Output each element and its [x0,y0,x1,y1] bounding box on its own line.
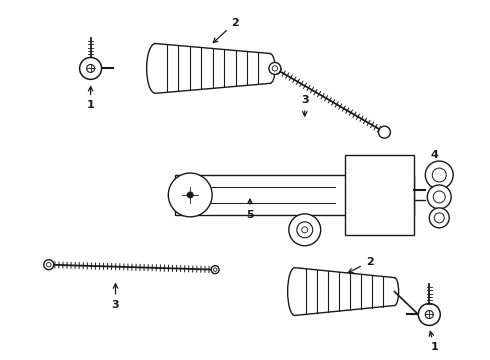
Circle shape [272,66,277,71]
Text: 1: 1 [87,86,95,110]
Text: 3: 3 [112,284,119,310]
Circle shape [175,180,205,210]
Circle shape [168,173,212,217]
Circle shape [433,191,445,203]
Circle shape [378,126,391,138]
Circle shape [425,161,453,189]
Text: 3: 3 [301,95,309,116]
Circle shape [187,192,193,198]
Text: 2: 2 [213,18,239,43]
Circle shape [425,310,433,319]
Circle shape [429,208,449,228]
Circle shape [47,262,51,267]
Circle shape [432,168,446,182]
Text: 4: 4 [429,150,438,171]
Circle shape [297,222,313,238]
Circle shape [382,130,387,134]
Circle shape [44,260,54,270]
Circle shape [289,214,321,246]
Circle shape [213,268,217,271]
Circle shape [434,213,444,223]
Bar [344,155,415,235]
Text: 2: 2 [348,257,373,273]
Circle shape [80,58,101,80]
Text: 5: 5 [246,199,254,220]
Circle shape [269,62,281,75]
Circle shape [87,64,95,72]
Circle shape [427,185,451,209]
Circle shape [211,266,219,274]
Circle shape [418,303,440,325]
Bar [175,175,415,215]
Text: 1: 1 [429,332,438,352]
Circle shape [182,187,198,203]
Circle shape [380,127,389,137]
Circle shape [302,227,308,233]
